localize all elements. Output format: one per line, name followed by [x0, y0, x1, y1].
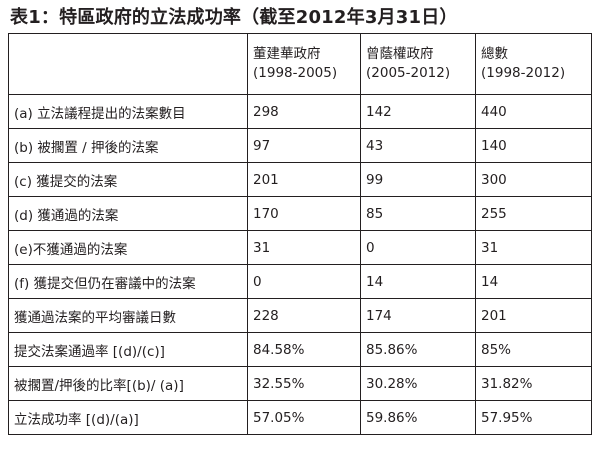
cell-tung: 228 [247, 298, 361, 333]
cell-tung: 0 [247, 264, 361, 299]
row-label: (c) 獲提交的法案 [8, 162, 248, 197]
header-cell-tsang-government: 曾蔭權政府 (2005-2012) [360, 33, 476, 95]
cell-tsang: 30.28% [360, 366, 476, 401]
cell-tung: 201 [247, 162, 361, 197]
table-row: (a) 立法議程提出的法案數目 298 142 440 [8, 94, 592, 129]
cell-total: 85% [475, 332, 592, 367]
table-row: 被擱置/押後的比率[(b)/ (a)] 32.55% 30.28% 31.82% [8, 366, 592, 401]
table-row: 立法成功率 [(d)/(a)] 57.05% 59.86% 57.95% [8, 400, 592, 435]
header-period: (2005-2012) [366, 65, 451, 81]
row-label: 提交法案通過率 [(d)/(c)] [8, 332, 248, 367]
cell-tung: 97 [247, 128, 361, 163]
cell-total: 31.82% [475, 366, 592, 401]
cell-total: 140 [475, 128, 592, 163]
header-row: 董建華政府 (1998-2005) 曾蔭權政府 (2005-2012) 總數 (… [8, 33, 592, 95]
row-label: 被擱置/押後的比率[(b)/ (a)] [8, 366, 248, 401]
table-row: (d) 獲通過的法案 170 85 255 [8, 196, 592, 231]
cell-tung: 32.55% [247, 366, 361, 401]
table-row: (b) 被擱置 / 押後的法案 97 43 140 [8, 128, 592, 163]
row-label: (f) 獲提交但仍在審議中的法案 [8, 264, 248, 299]
cell-total: 31 [475, 230, 592, 265]
table-row: (c) 獲提交的法案 201 99 300 [8, 162, 592, 197]
cell-tsang: 85.86% [360, 332, 476, 367]
cell-tsang: 142 [360, 94, 476, 129]
cell-tsang: 85 [360, 196, 476, 231]
cell-total: 255 [475, 196, 592, 231]
cell-tung: 84.58% [247, 332, 361, 367]
row-label: (b) 被擱置 / 押後的法案 [8, 128, 248, 163]
cell-tsang: 14 [360, 264, 476, 299]
row-label: 立法成功率 [(d)/(a)] [8, 400, 248, 435]
cell-tsang: 59.86% [360, 400, 476, 435]
header-name: 總數 [481, 46, 508, 62]
cell-total: 201 [475, 298, 592, 333]
header-cell-blank [8, 33, 248, 95]
header-cell-tung-government: 董建華政府 (1998-2005) [247, 33, 361, 95]
cell-tsang: 174 [360, 298, 476, 333]
header-name: 董建華政府 [253, 46, 321, 62]
cell-tung: 57.05% [247, 400, 361, 435]
header-name: 曾蔭權政府 [366, 46, 434, 62]
row-label: (a) 立法議程提出的法案數目 [8, 94, 248, 129]
table-title: 表1：特區政府的立法成功率（截至2012年3月31日） [10, 7, 458, 28]
cell-tung: 298 [247, 94, 361, 129]
cell-tsang: 0 [360, 230, 476, 265]
row-label: (e)不獲通過的法案 [8, 230, 248, 265]
row-label: 獲通過法案的平均審議日數 [8, 298, 248, 333]
header-cell-total: 總數 (1998-2012) [475, 33, 592, 95]
cell-total: 14 [475, 264, 592, 299]
header-period: (1998-2012) [481, 65, 566, 81]
cell-total: 300 [475, 162, 592, 197]
table-row: 獲通過法案的平均審議日數 228 174 201 [8, 298, 592, 333]
row-label: (d) 獲通過的法案 [8, 196, 248, 231]
cell-tung: 31 [247, 230, 361, 265]
table-row: (e)不獲通過的法案 31 0 31 [8, 230, 592, 265]
cell-tsang: 43 [360, 128, 476, 163]
header-period: (1998-2005) [253, 65, 338, 81]
cell-tsang: 99 [360, 162, 476, 197]
cell-total: 440 [475, 94, 592, 129]
table-row: (f) 獲提交但仍在審議中的法案 0 14 14 [8, 264, 592, 299]
cell-tung: 170 [247, 196, 361, 231]
legislative-success-table: 董建華政府 (1998-2005) 曾蔭權政府 (2005-2012) 總數 (… [8, 33, 592, 435]
table-row: 提交法案通過率 [(d)/(c)] 84.58% 85.86% 85% [8, 332, 592, 367]
cell-total: 57.95% [475, 400, 592, 435]
